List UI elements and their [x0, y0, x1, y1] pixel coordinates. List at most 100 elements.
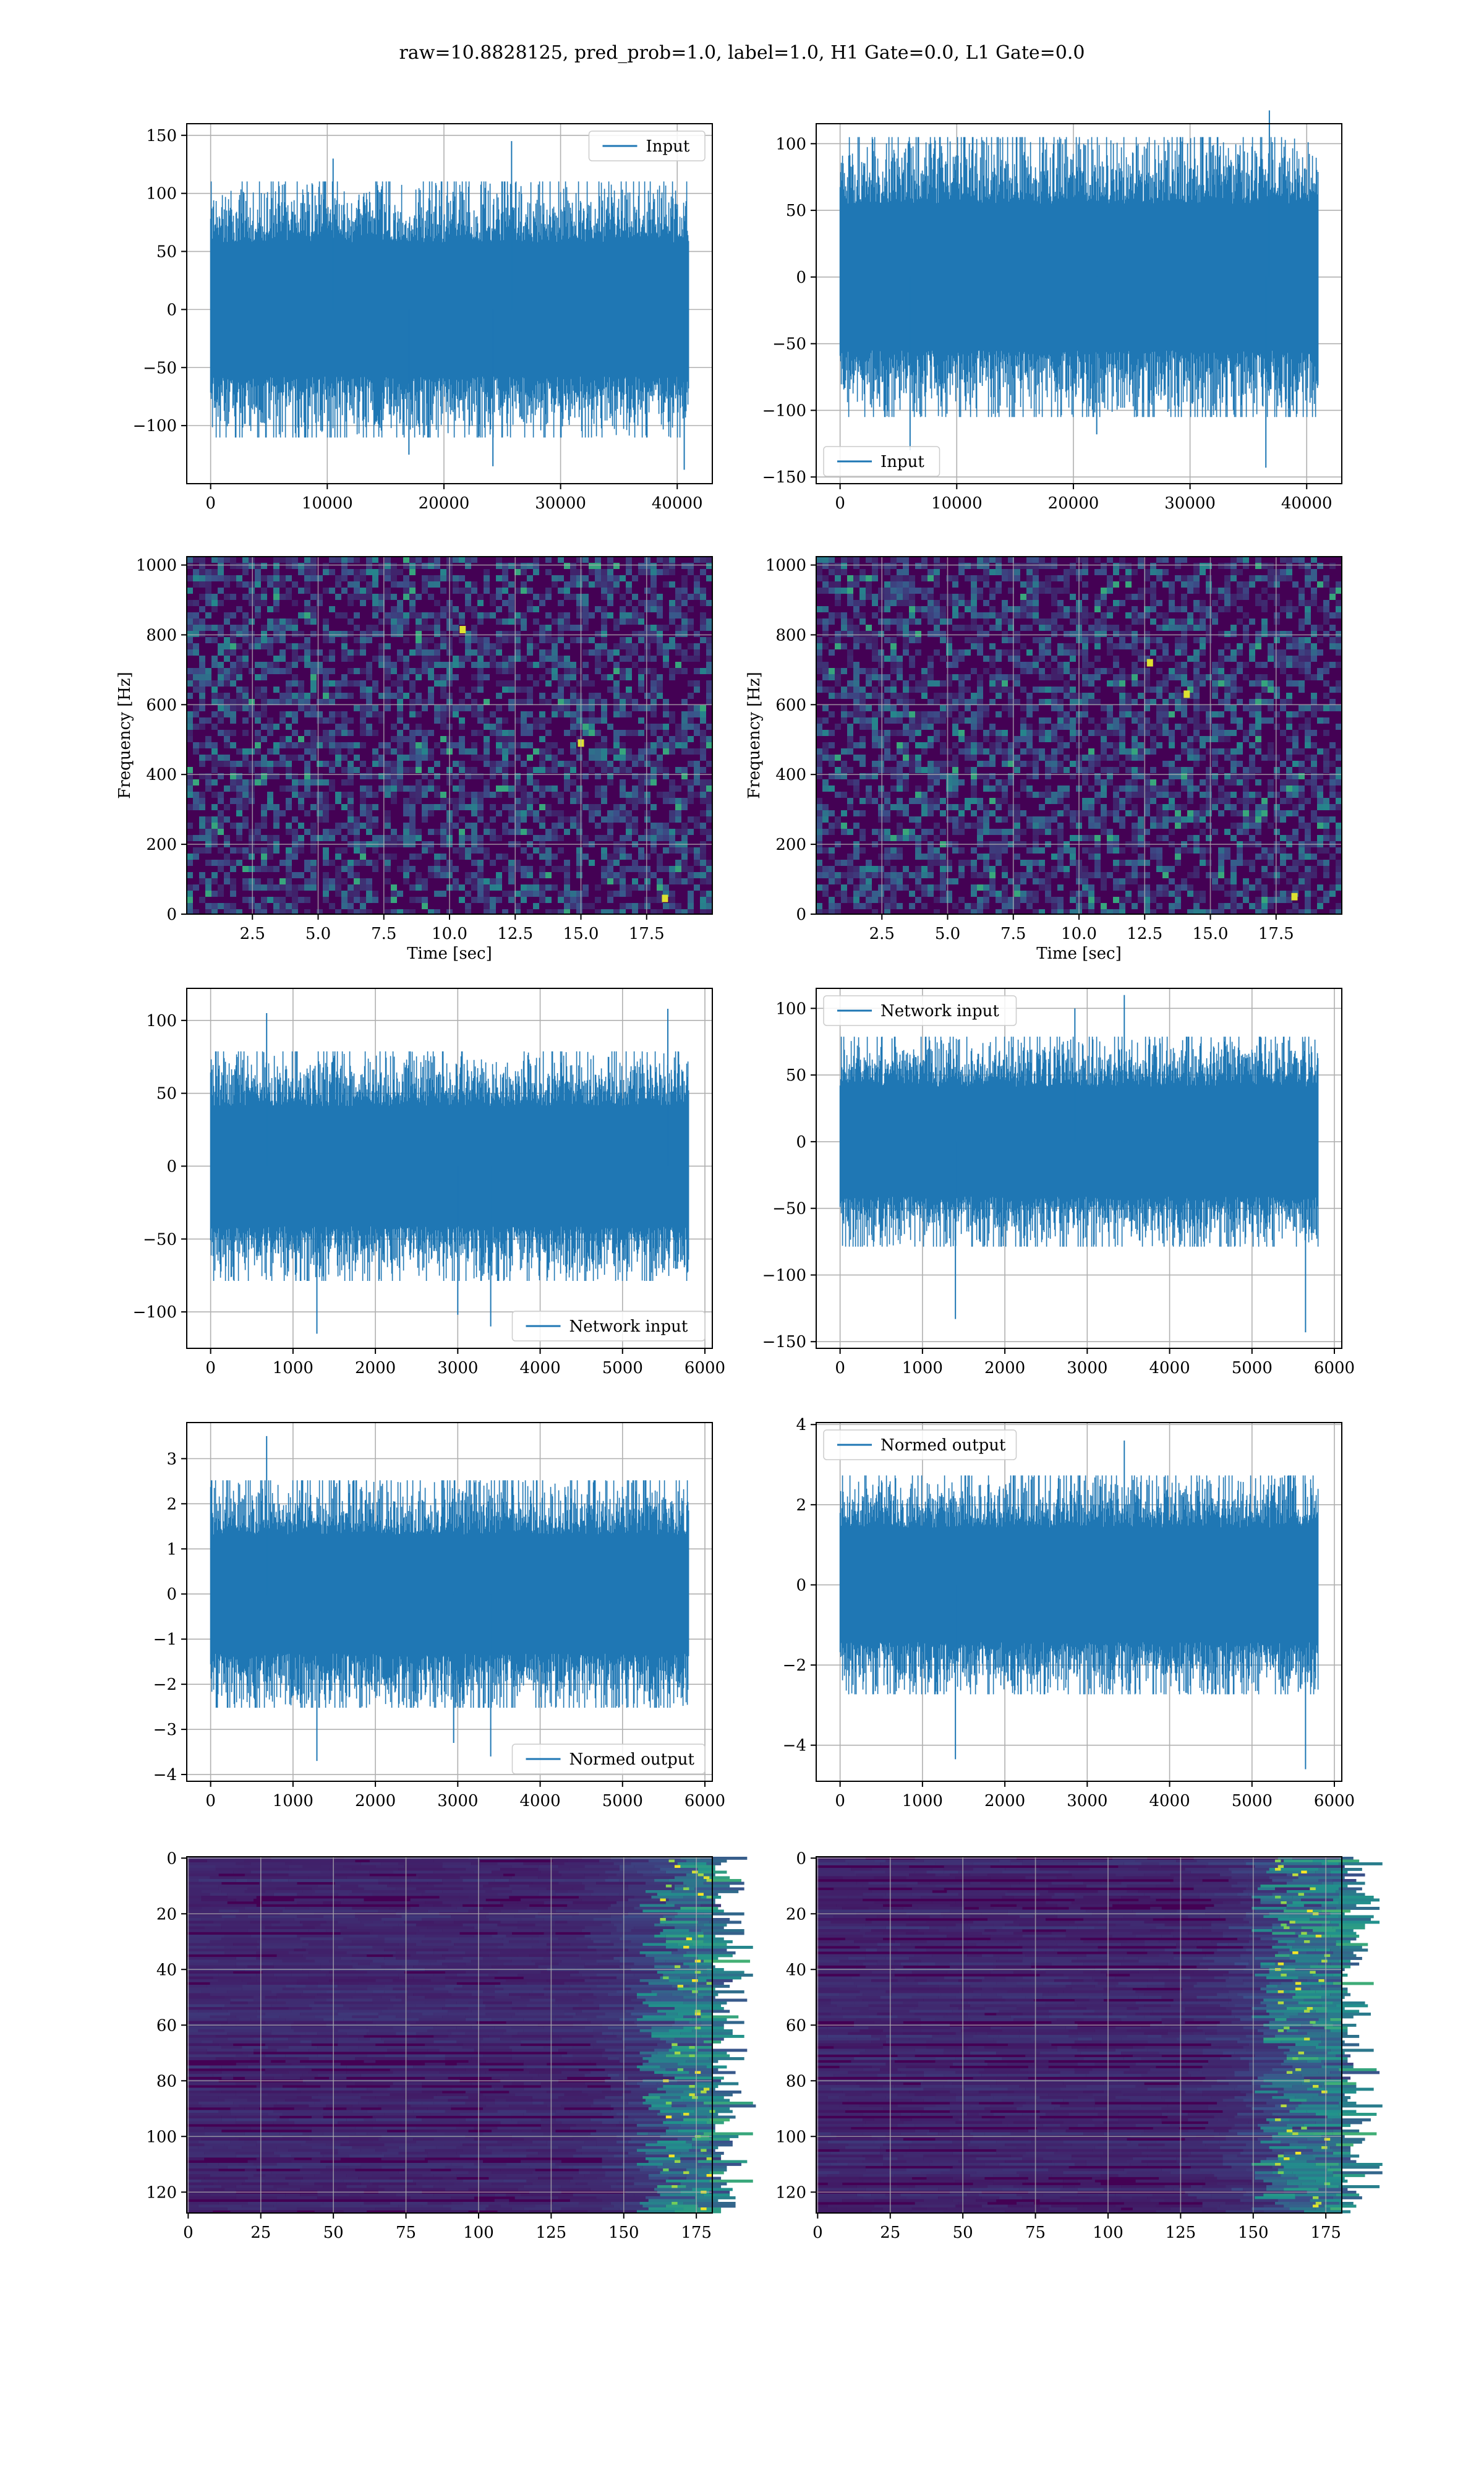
hotspot-mark — [672, 2202, 678, 2205]
x-tick-label: 12.5 — [1127, 925, 1162, 943]
x-tick: 175 — [1310, 2213, 1341, 2242]
y-tick-label: 50 — [786, 202, 806, 220]
y-tick-label: 40 — [786, 1961, 806, 1979]
hotspot-mark — [706, 2174, 712, 2177]
y-tick-label: 0 — [166, 1849, 177, 1868]
y-tick-label: 200 — [775, 836, 806, 854]
hotspot-mark — [1292, 1873, 1298, 1877]
x-tick: 75 — [396, 2213, 416, 2242]
hotspot-mark — [692, 1979, 698, 1982]
x-tick-label: 10.0 — [1061, 925, 1097, 943]
x-tick: 2.5 — [869, 914, 895, 943]
panel-network-input-l1: 0 1000 2000 3000 4000 5000 6000 −150 −100 −50 0 50 1… — [762, 988, 1355, 1377]
axes-frame — [816, 1422, 1342, 1782]
y-tick-label: 2 — [166, 1495, 177, 1513]
y-tick: 4 — [796, 1416, 816, 1434]
hotspot-mark — [1321, 2146, 1328, 2149]
y-tick-label: 800 — [146, 626, 177, 644]
y-tick: −3 — [153, 1721, 187, 1739]
x-tick-label: 6000 — [684, 1359, 725, 1377]
x-tick-label: 20000 — [419, 494, 470, 513]
legend-label: Input — [646, 137, 690, 156]
y-tick: 0 — [796, 1849, 816, 1868]
x-tick: 175 — [681, 2213, 712, 2242]
series-spikes — [955, 995, 1307, 1333]
y-tick-label: 800 — [775, 626, 806, 644]
hotspot-mark — [1315, 2202, 1322, 2205]
grid — [816, 1857, 1342, 2213]
hotspot-mark — [694, 1971, 701, 1974]
x-tick-label: 150 — [1238, 2224, 1269, 2242]
y-tick-label: 1000 — [765, 557, 806, 575]
y-tick: −100 — [133, 1303, 187, 1322]
x-tick: 10.0 — [432, 914, 467, 943]
hotspot-mark — [1274, 1868, 1281, 1871]
heatmap-cells — [816, 1857, 1383, 2214]
y-tick: 800 — [146, 626, 187, 644]
y-tick-label: −2 — [153, 1676, 177, 1694]
y-tick: −2 — [153, 1676, 187, 1694]
hotspot-mark — [1301, 2126, 1307, 2130]
x-tick: 12.5 — [1127, 914, 1162, 943]
x-tick: 0 — [812, 2213, 823, 2242]
y-tick-label: −50 — [772, 335, 806, 354]
y-tick-label: −4 — [153, 1766, 177, 1784]
y-tick-label: −1 — [153, 1630, 177, 1649]
hotspot-mark — [1274, 1859, 1281, 1863]
axes-frame — [816, 1856, 1342, 2214]
y-tick: 20 — [786, 1905, 816, 1924]
x-tick-label: 4000 — [519, 1792, 560, 1810]
hotspot-mark — [689, 2093, 695, 2097]
y-tick-label: 400 — [775, 766, 806, 784]
hotspot-mark — [1301, 1932, 1307, 1935]
x-tick: 0 — [205, 1348, 216, 1377]
y-tick-label: −50 — [143, 359, 177, 377]
series-spikes — [266, 1436, 492, 1761]
x-tick-label: 0 — [812, 2224, 823, 2242]
x-tick: 40000 — [652, 484, 703, 513]
y-tick: 0 — [166, 1585, 187, 1604]
legend: Normed output — [823, 1429, 1017, 1460]
hotspot-mark — [1303, 2037, 1310, 2041]
hotspot-mark — [1301, 1870, 1307, 1874]
x-tick: 150 — [1238, 2213, 1269, 2242]
y-tick: 600 — [146, 696, 187, 714]
x-tick: 4000 — [1149, 1781, 1190, 1810]
y-tick: 0 — [796, 1133, 816, 1152]
x-tick: 75 — [1025, 2213, 1046, 2242]
hotspot-mark — [1315, 1935, 1322, 1938]
hotspot-mark — [672, 2185, 678, 2188]
x-tick-label: 5.0 — [935, 925, 960, 943]
hotspot-mark — [674, 1965, 681, 1969]
y-tick: 100 — [146, 2128, 187, 2146]
y-tick: 0 — [796, 1576, 816, 1594]
legend: Network input — [823, 995, 1017, 1026]
hotspot-mark — [697, 1873, 704, 1877]
x-tick-label: 4000 — [1149, 1359, 1190, 1377]
y-tick-label: −150 — [762, 468, 806, 487]
y-tick-label: 0 — [796, 1576, 806, 1594]
x-tick-label: 7.5 — [1000, 925, 1026, 943]
x-tick-label: 0 — [183, 2224, 194, 2242]
y-tick-label: 120 — [146, 2183, 177, 2202]
x-tick: 0 — [835, 1348, 845, 1377]
hotspot-mark — [1146, 659, 1153, 667]
y-tick: −50 — [772, 335, 816, 354]
y-tick: 100 — [146, 1012, 187, 1030]
y-tick: 1000 — [136, 557, 187, 575]
y-tick-label: 2 — [796, 1496, 806, 1515]
hotspot-mark — [694, 1959, 701, 1963]
legend-label: Normed output — [569, 1750, 695, 1769]
hotspot-mark — [1277, 1963, 1284, 1966]
y-tick-label: −100 — [133, 1303, 177, 1322]
legend-label: Network input — [569, 1317, 688, 1336]
hotspot-mark — [674, 1865, 681, 1868]
x-axis-label: Time [sec] — [407, 944, 492, 963]
hotspot-mark — [1277, 2001, 1284, 2005]
hotspot-mark — [665, 2102, 672, 2105]
y-tick: 2 — [796, 1496, 816, 1515]
y-tick-label: 200 — [146, 836, 177, 854]
x-tick-label: 175 — [681, 2224, 712, 2242]
y-tick: −150 — [762, 1333, 816, 1351]
